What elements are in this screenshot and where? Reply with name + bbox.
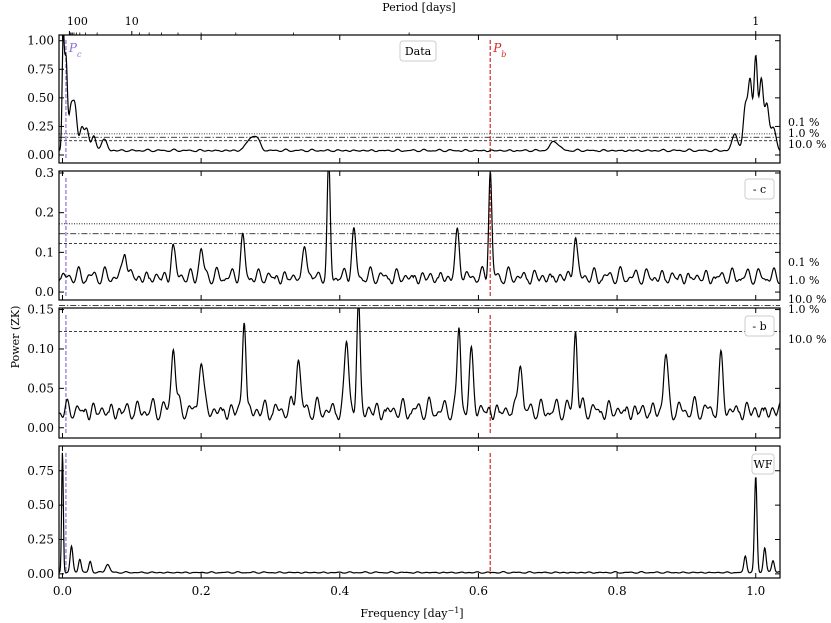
y-tick-label: 0.25 [27, 533, 54, 547]
panel-window: 0.00 0.25 0.50 0.75 WF [27, 445, 781, 581]
y-tick-label: 0.00 [27, 148, 54, 162]
fap-label: 10.0 % [788, 293, 826, 306]
x-tick-label: 0.8 [608, 584, 627, 598]
x-tick-label: 0.0 [53, 584, 72, 598]
y-tick-label: 0.2 [35, 206, 54, 220]
legend-box [744, 178, 775, 200]
fap-label: 0.1 % [788, 256, 819, 269]
y-tick-label: 0.00 [27, 567, 54, 581]
panel-minus-b: 0.00 0.05 0.10 0.15 1.0 % 10.0 % - b [27, 303, 826, 439]
x-axis-title-end: ] [459, 607, 463, 620]
legend-box [399, 40, 437, 62]
marker-label-p-c: Pc [68, 41, 82, 59]
y-tick-label: 0.00 [27, 421, 54, 435]
y-axis-title: Power (ZK) [9, 306, 22, 369]
panel-frame [58, 170, 781, 301]
x-tick-label: 0.4 [330, 584, 349, 598]
y-tick-label: 0.50 [27, 498, 54, 512]
y-tick-label: 0.15 [27, 303, 54, 317]
top-axis: 100 10 1 [67, 15, 759, 35]
fap-label: 1.0 % [788, 274, 819, 287]
y-tick-label: 0.10 [27, 342, 54, 356]
y-tick-label: 0.1 [35, 245, 54, 259]
fap-label: 10.0 % [788, 333, 826, 346]
legend-label: - c [753, 183, 766, 196]
y-tick-label: 1.00 [27, 34, 54, 48]
y-tick-label: 0.0 [35, 285, 54, 299]
series-line-data [59, 35, 780, 153]
fap-label: 10.0 % [788, 138, 826, 151]
x-axis-title-main: Frequency [day [360, 607, 448, 620]
legend-box [744, 315, 775, 337]
marker-subscript: b [501, 50, 506, 59]
panel-frame [58, 445, 781, 579]
series-line-minus-c [59, 171, 780, 285]
y-tick-label: 0.05 [27, 381, 54, 395]
marker-label-p-b: Pb [492, 41, 506, 59]
y-tick-label: 0.75 [27, 464, 54, 478]
series-line-window [59, 452, 780, 574]
marker-subscript: c [77, 50, 82, 59]
panel-minus-c: 0.0 0.1 0.2 0.3 0.1 % 1.0 % 10.0 % - c [35, 166, 827, 306]
legend-box [751, 453, 775, 475]
legend-label: - b [752, 320, 766, 333]
top-tick-label: 1 [752, 15, 759, 28]
x-axis-title: Frequency [day−1] [360, 606, 463, 621]
top-tick-label: 100 [67, 15, 88, 28]
legend-label: Data [405, 45, 432, 58]
y-tick-label: 0.50 [27, 91, 54, 105]
x-tick-label: 0.2 [192, 584, 211, 598]
panels: 0.000.250.500.751.000.1 %1.0 %10.0 %Data… [27, 34, 827, 598]
series-line-minus-b [59, 308, 780, 421]
x-tick-label: 1.0 [746, 584, 765, 598]
x-axis-title-exponent: −1 [448, 606, 460, 615]
panel-frame [58, 34, 781, 164]
panel-data: 0.00 0.25 0.50 0.75 1.00 0.1 %1.0 %10.0 % Data… [27, 34, 826, 164]
fap-label: 1.0 % [788, 127, 819, 140]
fap-label: 0.1 % [788, 116, 819, 129]
panel-frame [58, 307, 781, 439]
top-axis-title: Period [days] [382, 1, 455, 14]
legend-label: WF [754, 458, 773, 471]
y-tick-label: 0.3 [35, 166, 54, 180]
x-tick-label: 0.6 [469, 584, 488, 598]
top-tick-label: 10 [125, 15, 139, 28]
y-tick-label: 0.25 [27, 119, 54, 133]
y-tick-label: 0.75 [27, 62, 54, 76]
fap-label: 1.0 % [788, 303, 819, 316]
